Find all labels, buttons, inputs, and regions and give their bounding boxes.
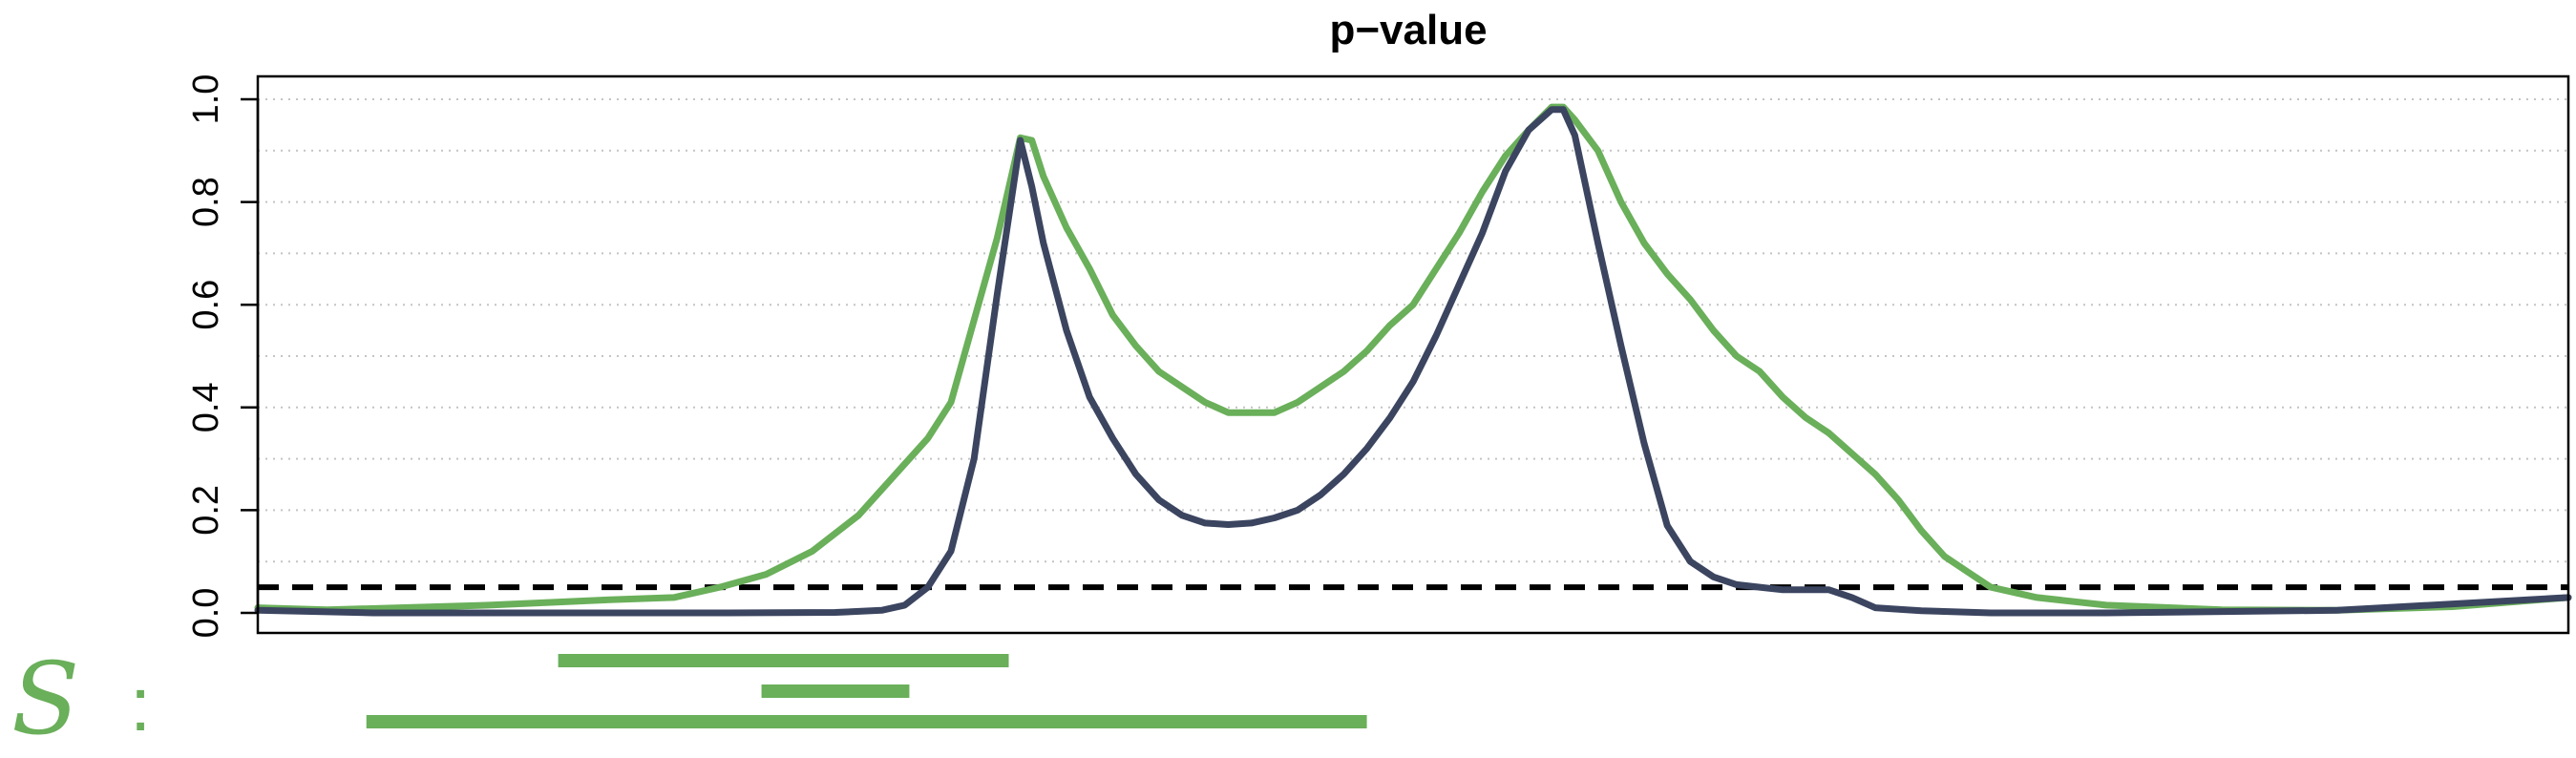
- plot-frame: [256, 74, 2570, 635]
- chart-title: p−value: [1329, 7, 1487, 53]
- y-axis: 0.0 0.2 0.4 0.6 0.8 1.0: [186, 74, 260, 639]
- series-line-1: [254, 106, 2572, 617]
- segment-set-label: S: [11, 641, 79, 757]
- y-tick-label-3: 0.6: [186, 280, 226, 330]
- series-line-0: [254, 103, 2572, 614]
- y-tick-label-4: 0.8: [186, 177, 226, 227]
- series-layer: [254, 103, 2572, 617]
- y-tick-label-2: 0.4: [186, 382, 226, 432]
- segments: S :: [11, 641, 1367, 757]
- y-tick-label-0: 0.0: [186, 588, 226, 639]
- segment-set-separator: :: [130, 662, 151, 747]
- y-tick-label-5: 1.0: [186, 74, 226, 125]
- gridlines: [258, 98, 2568, 563]
- y-tick-label-1: 0.2: [186, 485, 226, 536]
